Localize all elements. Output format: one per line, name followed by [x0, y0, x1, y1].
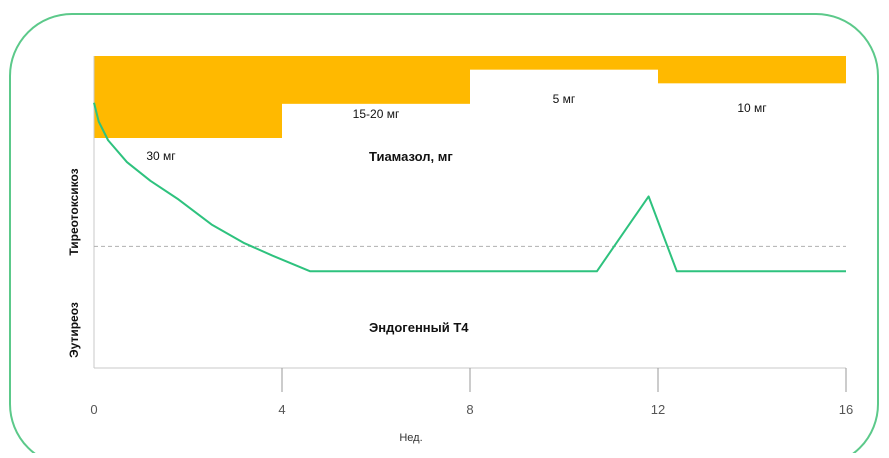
hormone-line: [93, 102, 846, 273]
x-tick-label-8: 8: [466, 402, 473, 417]
x-tick-label-4: 4: [278, 402, 285, 417]
x-tick-label-16: 16: [839, 402, 853, 417]
dose-bar-2: [470, 56, 658, 70]
dose-bars-layer: [94, 56, 846, 138]
x-axis-label: Нед.: [399, 432, 422, 444]
dose-label-0: 30 мг: [146, 149, 176, 163]
region-label-upper: Тиреотоксикоз: [67, 168, 81, 255]
region-label-lower: Эутиреоз: [67, 302, 81, 358]
x-tick-labels: 0 4 8 12 16: [90, 402, 853, 417]
rounded-frame: [9, 13, 879, 458]
dose-label-2: 5 мг: [553, 92, 576, 106]
x-tick-marks: [281, 368, 847, 392]
dose-label-3: 10 мг: [737, 101, 767, 115]
dose-bar-0: [94, 56, 282, 138]
dose-bar-3: [658, 56, 846, 84]
dose-label-layer: 30 мг 15-20 мг 5 мг 10 мг: [146, 92, 767, 163]
hormone-series-label: Эндогенный Т4: [369, 320, 469, 335]
x-tick-label-12: 12: [651, 402, 665, 417]
dose-bar-1: [282, 56, 470, 104]
dose-label-1: 15-20 мг: [353, 107, 400, 121]
dose-series-label: Тиамазол, мг: [369, 149, 453, 164]
x-tick-label-0: 0: [90, 402, 97, 417]
